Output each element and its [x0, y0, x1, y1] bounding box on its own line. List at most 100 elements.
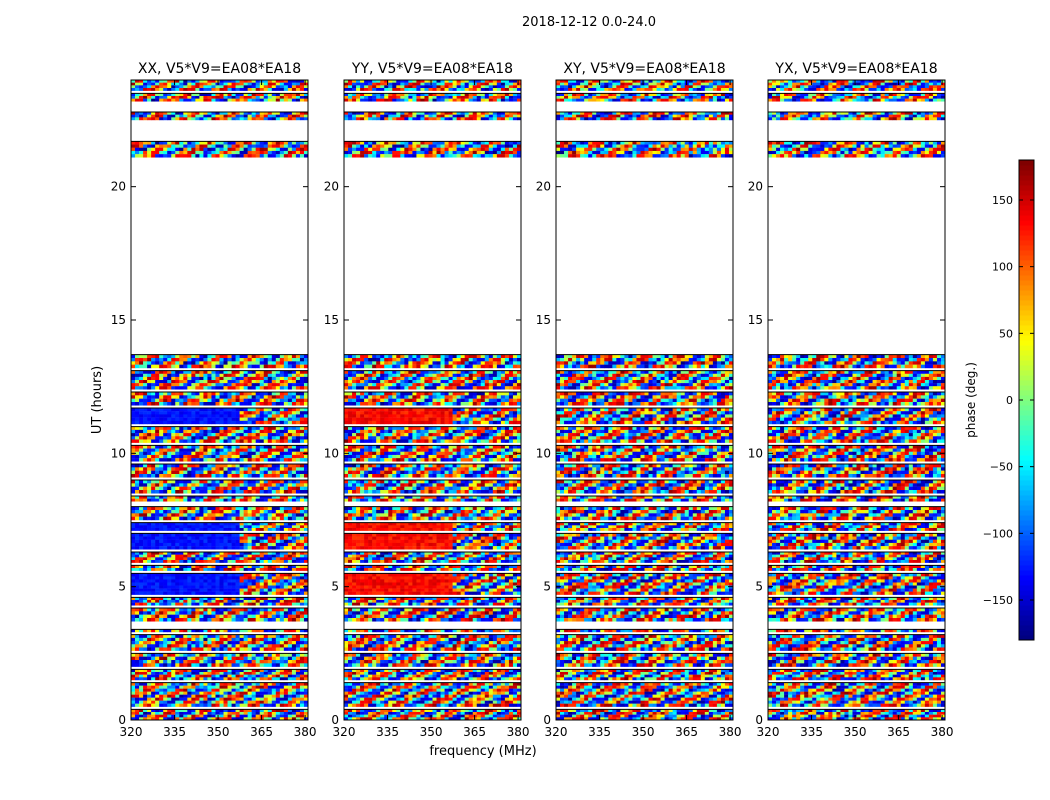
heatmap-cell: [299, 602, 305, 606]
heatmap-cell: [219, 458, 224, 462]
heatmap-cell: [195, 585, 200, 589]
heatmap-cell: [131, 150, 136, 155]
heatmap-cell: [131, 429, 136, 434]
heatmap-cell: [231, 354, 236, 359]
heatmap-cell: [223, 98, 228, 102]
heatmap-cell: [143, 688, 148, 692]
heatmap-cell: [223, 426, 228, 431]
heatmap-cell: [227, 154, 232, 158]
heatmap-cell: [179, 392, 184, 396]
heatmap-cell: [283, 674, 289, 678]
heatmap-cell: [183, 426, 188, 431]
heatmap-cell: [295, 700, 301, 704]
heatmap-cell: [167, 688, 172, 692]
heatmap-cell: [291, 554, 297, 558]
heatmap-cell: [159, 383, 164, 387]
heatmap-cell: [171, 697, 176, 701]
heatmap-cell: [279, 96, 285, 99]
heatmap-cell: [291, 458, 297, 462]
heatmap-cell: [291, 528, 297, 531]
heatmap-cell: [259, 560, 265, 563]
heatmap-cell: [303, 144, 309, 148]
heatmap-cell: [187, 600, 192, 603]
heatmap-cell: [207, 585, 212, 589]
heatmap-cell: [271, 591, 277, 595]
heatmap-cell: [179, 552, 184, 555]
heatmap-cell: [219, 411, 224, 415]
heatmap-cell: [207, 660, 212, 664]
heatmap-cell: [219, 660, 224, 664]
heatmap-cell: [263, 426, 269, 431]
heatmap-cell: [251, 490, 256, 494]
heatmap-cell: [271, 483, 277, 487]
heatmap-cell: [203, 354, 208, 359]
heatmap-cell: [199, 85, 204, 89]
heatmap-cell: [283, 637, 289, 642]
heatmap-cell: [251, 386, 256, 390]
heatmap-cell: [195, 85, 200, 89]
heatmap-cell: [247, 420, 252, 425]
heatmap-cell: [235, 506, 240, 511]
heatmap-cell: [215, 542, 220, 547]
heatmap-cell: [283, 618, 289, 622]
heatmap-cell: [195, 96, 200, 99]
heatmap-cell: [159, 522, 164, 526]
heatmap-cell: [255, 677, 261, 681]
heatmap-cell: [171, 712, 176, 715]
heatmap-cell: [287, 483, 293, 487]
heatmap-cell: [179, 685, 184, 689]
heatmap-cell: [231, 392, 236, 396]
heatmap-cell: [287, 376, 293, 381]
heatmap-cell: [155, 386, 160, 390]
heatmap-cell: [231, 480, 236, 484]
heatmap-cell: [275, 93, 281, 97]
heatmap-cell: [199, 546, 204, 550]
heatmap-cell: [139, 677, 144, 681]
heatmap-cell: [211, 370, 216, 374]
heatmap-cell: [203, 712, 208, 715]
heatmap-cell: [139, 496, 144, 499]
heatmap-cell: [195, 144, 200, 148]
heatmap-cell: [223, 573, 228, 577]
heatmap-cell: [179, 591, 184, 595]
heatmap-cell: [215, 637, 220, 642]
heatmap-cell: [135, 647, 140, 651]
heatmap-cell: [283, 420, 289, 425]
heatmap-cell: [131, 498, 136, 502]
heatmap-cell: [235, 546, 240, 550]
heatmap-cell: [231, 637, 236, 642]
heatmap-cell: [267, 498, 273, 502]
heatmap-cell: [295, 361, 301, 365]
heatmap-cell: [255, 470, 261, 475]
heatmap-cell: [263, 585, 269, 589]
heatmap-cell: [139, 672, 144, 675]
heatmap-cell: [291, 470, 297, 475]
heatmap-cell: [267, 383, 273, 387]
heatmap-cell: [207, 637, 212, 642]
heatmap-cell: [275, 451, 281, 456]
heatmap-cell: [299, 697, 305, 701]
heatmap-cell: [291, 602, 297, 606]
heatmap-cell: [295, 672, 301, 675]
heatmap-cell: [287, 703, 293, 707]
heatmap-cell: [155, 417, 160, 421]
heatmap-cell: [207, 674, 212, 678]
heatmap-cell: [139, 637, 144, 642]
heatmap-cell: [195, 712, 200, 715]
heatmap-cell: [279, 483, 285, 487]
heatmap-cell: [259, 597, 265, 601]
heatmap-cell: [183, 414, 188, 418]
heatmap-cell: [175, 533, 180, 537]
heatmap-cell: [131, 660, 136, 664]
heatmap-cell: [191, 88, 196, 91]
heatmap-cell: [199, 579, 204, 583]
heatmap-cell: [219, 568, 224, 571]
heatmap-cell: [171, 467, 176, 471]
heatmap-cell: [303, 672, 309, 675]
heatmap-cell: [135, 663, 140, 667]
heatmap-cell: [291, 660, 297, 664]
heatmap-cell: [191, 486, 196, 491]
heatmap-cell: [143, 408, 148, 412]
heatmap-cell: [171, 557, 176, 561]
